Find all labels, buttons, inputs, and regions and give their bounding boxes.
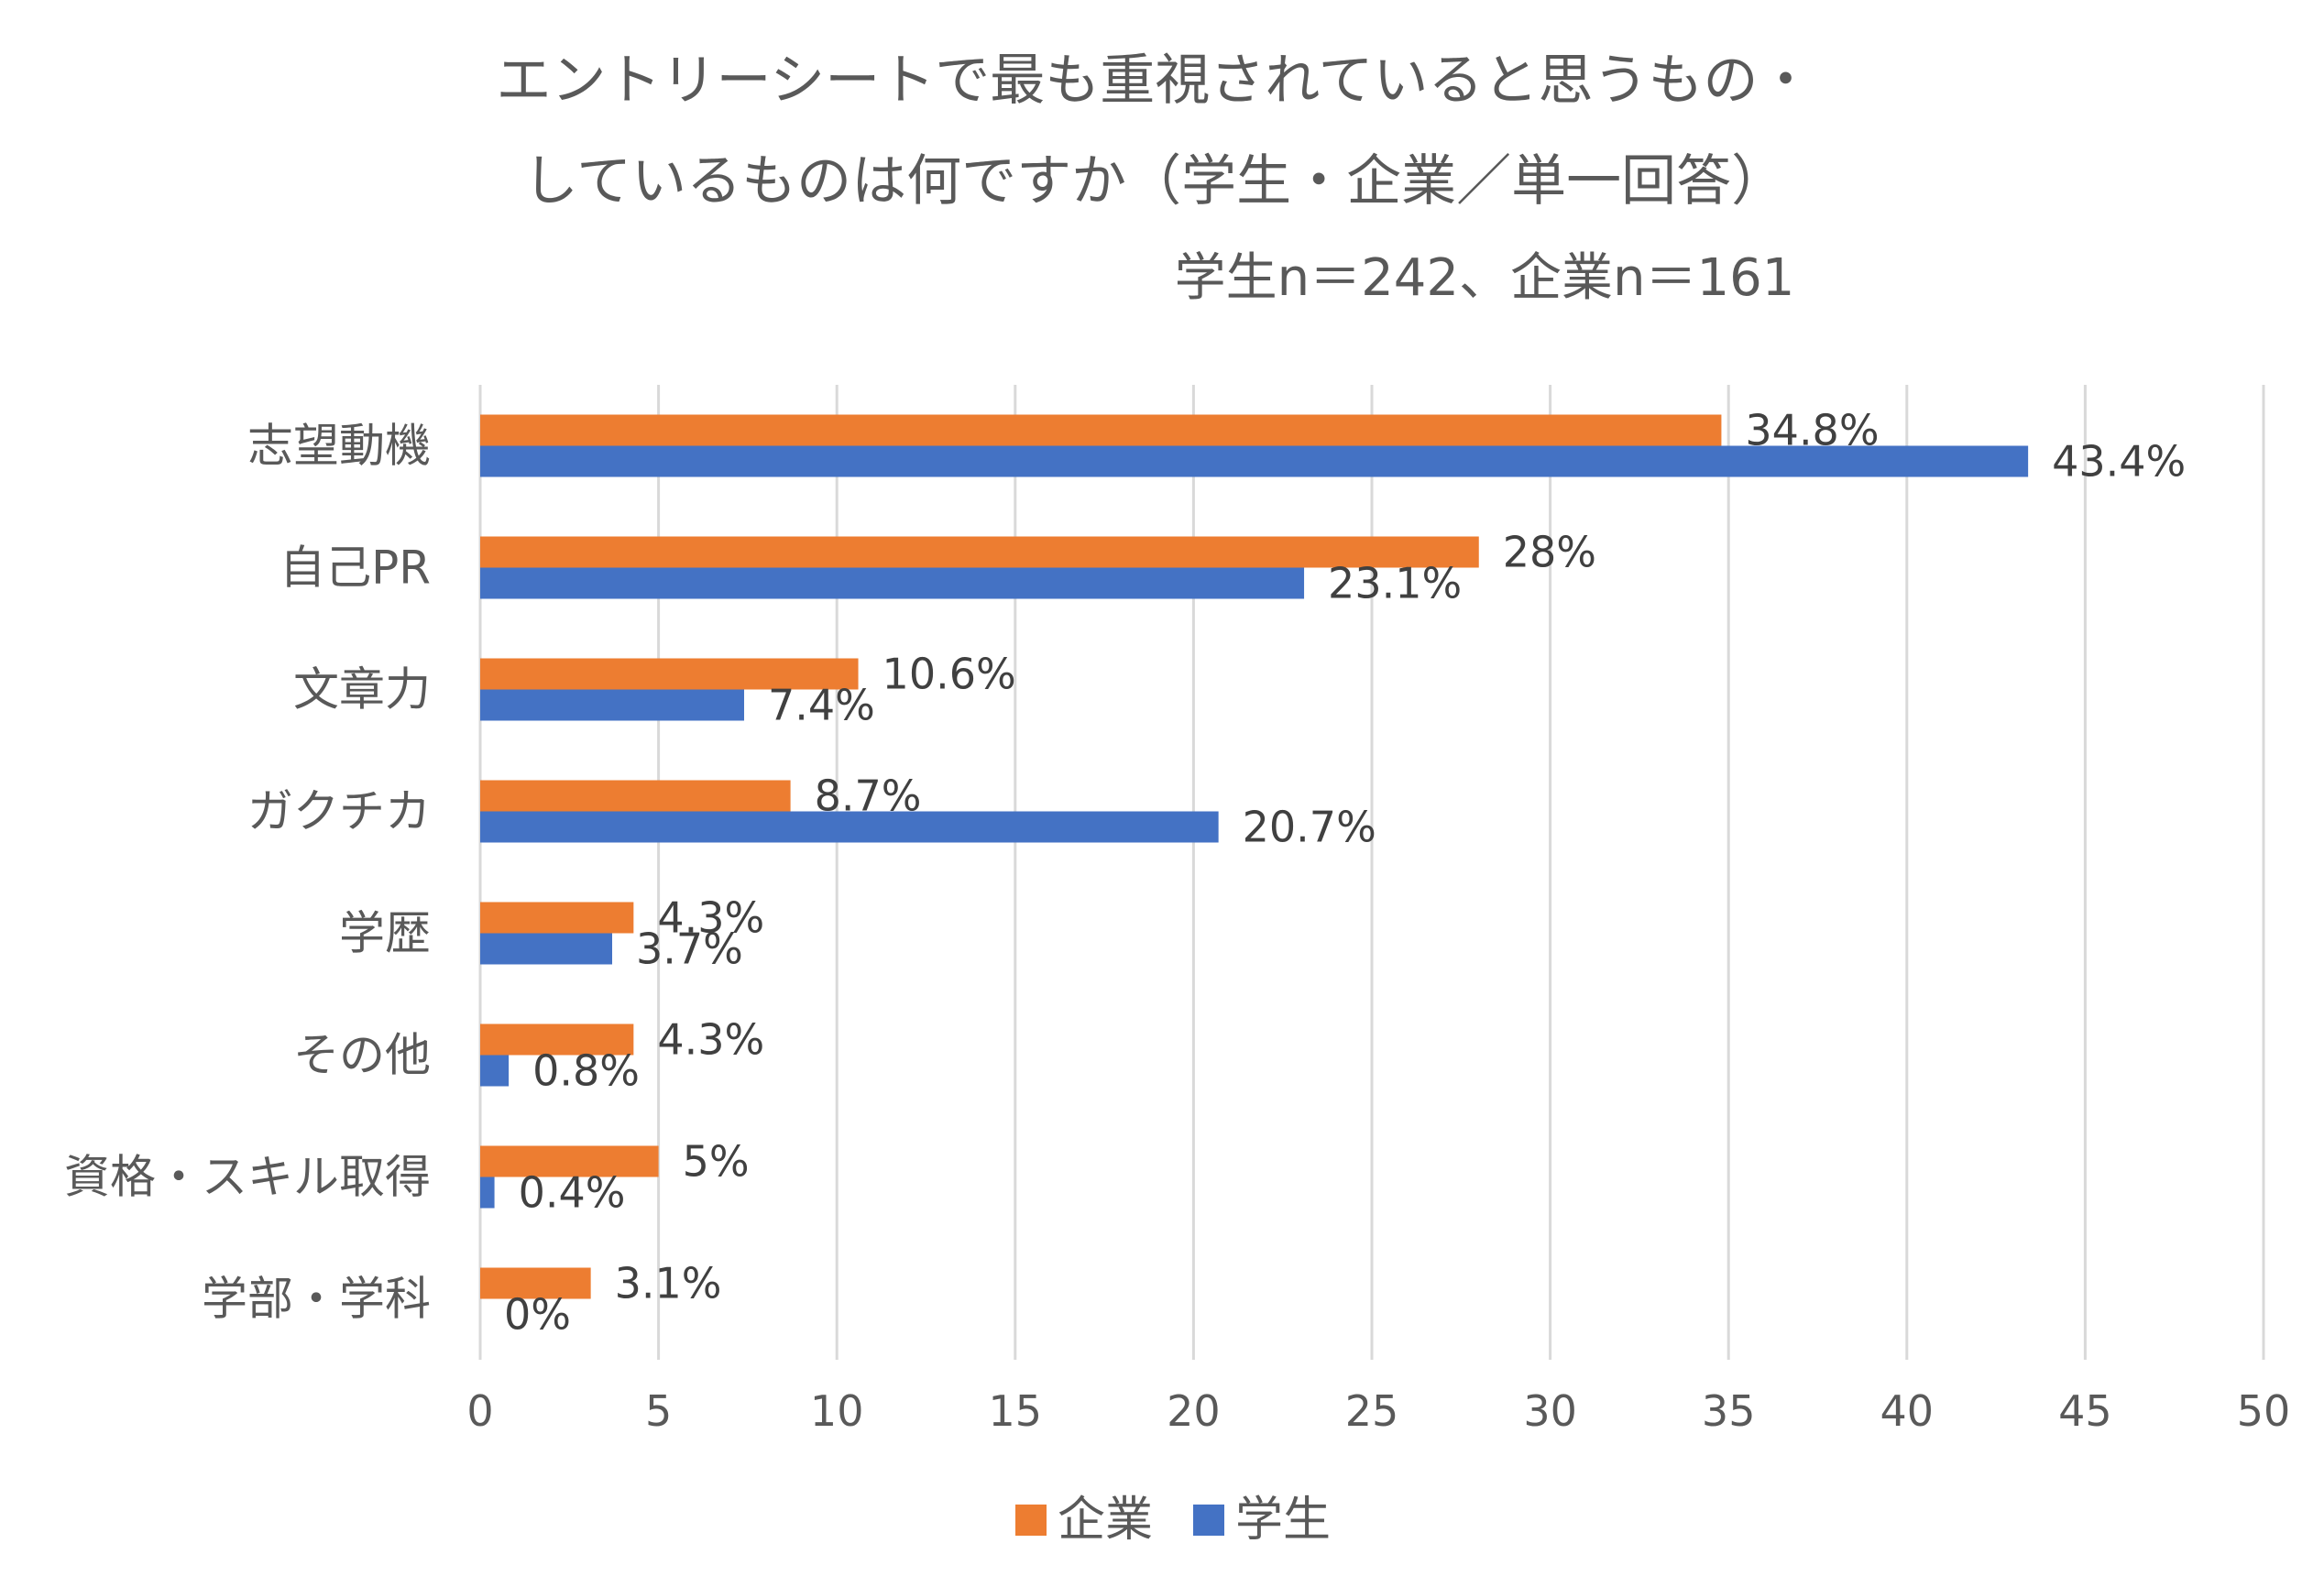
bar-student-7 bbox=[480, 1177, 495, 1209]
bar-corporate-7 bbox=[480, 1145, 659, 1177]
bar-corporate-1 bbox=[480, 414, 1722, 446]
legend-swatch-corporate bbox=[1015, 1505, 1047, 1536]
data-label-student-2: 23.1% bbox=[1328, 559, 1462, 608]
x-axis-ticks: 0 5 10 15 20 25 30 35 40 45 50 bbox=[466, 1386, 2290, 1436]
legend-swatch-student bbox=[1193, 1505, 1224, 1536]
legend-label-student: 学生 bbox=[1235, 1493, 1331, 1548]
bar-corporate-3 bbox=[480, 658, 859, 690]
x-tick-label-45: 45 bbox=[2058, 1386, 2112, 1436]
data-label-student-5: 3.7% bbox=[636, 925, 743, 974]
chart-title-line-2: しているものは何ですか（学生・企業／単一回答） bbox=[523, 149, 1786, 213]
data-label-student-3: 7.4% bbox=[768, 681, 875, 730]
bar-student-1 bbox=[480, 445, 2029, 477]
data-label-student-1: 43.4% bbox=[2052, 437, 2186, 487]
data-label-student-6: 0.8% bbox=[532, 1046, 640, 1096]
x-tick-label-15: 15 bbox=[989, 1386, 1043, 1436]
bar-student-6 bbox=[480, 1055, 510, 1087]
bar-corporate-4 bbox=[480, 780, 791, 812]
category-label-7: 資格・スキル取得 bbox=[64, 1151, 431, 1204]
chart-title-line-1: エントリーシートで最も重視されていると思うもの・ bbox=[497, 49, 1814, 113]
data-label-corporate-5: 4.3% bbox=[657, 893, 764, 943]
x-tick-label-5: 5 bbox=[645, 1386, 672, 1436]
bar-student-5 bbox=[480, 933, 613, 965]
data-label-corporate-2: 28% bbox=[1503, 528, 1596, 577]
category-label-3: 文章力 bbox=[293, 663, 431, 717]
category-label-1: 志望動機 bbox=[247, 420, 431, 473]
x-tick-label-20: 20 bbox=[1167, 1386, 1221, 1436]
category-label-8: 学部・学科 bbox=[202, 1273, 431, 1326]
data-label-corporate-8: 3.1% bbox=[615, 1259, 722, 1308]
bar-student-4 bbox=[480, 811, 1219, 843]
chart-subtitle: 学生n＝242、企業n＝161 bbox=[1175, 248, 1795, 308]
data-label-corporate-6: 4.3% bbox=[657, 1015, 764, 1065]
bar-corporate-5 bbox=[480, 902, 634, 934]
bar-student-3 bbox=[480, 689, 745, 721]
x-tick-label-10: 10 bbox=[810, 1386, 864, 1436]
x-tick-label-35: 35 bbox=[1702, 1386, 1756, 1436]
legend: 企業 学生 bbox=[1015, 1493, 1331, 1548]
data-label-corporate-7: 5% bbox=[683, 1137, 750, 1187]
category-label-5: 学歴 bbox=[339, 907, 431, 960]
x-tick-label-30: 30 bbox=[1523, 1386, 1577, 1436]
data-label-student-8: 0% bbox=[504, 1290, 571, 1340]
x-tick-label-0: 0 bbox=[466, 1386, 493, 1436]
x-tick-label-50: 50 bbox=[2237, 1386, 2291, 1436]
legend-label-corporate: 企業 bbox=[1058, 1493, 1153, 1548]
bar-student-2 bbox=[480, 567, 1305, 599]
data-label-student-4: 20.7% bbox=[1243, 803, 1376, 852]
x-tick-label-40: 40 bbox=[1880, 1386, 1935, 1436]
bar-corporate-8 bbox=[480, 1267, 591, 1299]
category-label-6: その他 bbox=[293, 1029, 431, 1082]
data-label-corporate-4: 8.7% bbox=[815, 772, 922, 821]
data-label-corporate-3: 10.6% bbox=[882, 650, 1016, 699]
x-tick-label-25: 25 bbox=[1345, 1386, 1399, 1436]
data-label-corporate-1: 34.8% bbox=[1745, 406, 1879, 455]
bar-corporate-2 bbox=[480, 536, 1479, 568]
bars bbox=[480, 414, 2029, 1299]
category-label-4: ガクチカ bbox=[247, 785, 431, 838]
category-label-2: 自己PR bbox=[280, 542, 431, 595]
data-label-student-7: 0.4% bbox=[519, 1168, 626, 1218]
data-labels: 34.8% 43.4% 28% 23.1% 10.6%7.4% 8.7% 20.7% 4.3%… bbox=[504, 406, 2186, 1340]
bar-corporate-6 bbox=[480, 1023, 634, 1056]
gridlines bbox=[478, 385, 2265, 1360]
